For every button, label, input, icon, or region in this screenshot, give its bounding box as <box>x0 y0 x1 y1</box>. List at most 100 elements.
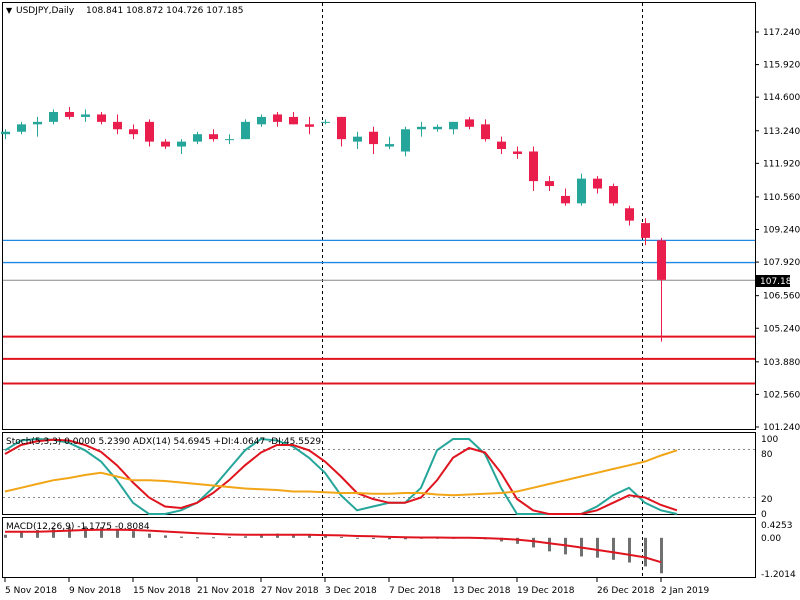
macd-histogram-bar <box>644 537 647 567</box>
candle-body[interactable] <box>1 131 10 135</box>
candle-body[interactable] <box>369 131 378 145</box>
macd-histogram-bar <box>292 534 295 538</box>
macd-tick-label: 0.00 <box>761 534 781 544</box>
candle-body[interactable] <box>641 223 650 238</box>
adx-line <box>4 449 678 497</box>
macd-histogram-bar <box>52 528 55 538</box>
macd-panel[interactable] <box>2 517 756 578</box>
price-tick-label: 105.240 <box>763 324 800 334</box>
candle-body[interactable] <box>449 121 458 130</box>
macd-histogram-bar <box>4 534 7 538</box>
macd-histogram-bar <box>324 535 327 538</box>
candle-body[interactable] <box>529 151 538 182</box>
candle-body[interactable] <box>113 121 122 130</box>
candle-body[interactable] <box>17 124 26 132</box>
price-tick-label: 111.920 <box>763 159 800 169</box>
candle-body[interactable] <box>49 111 58 122</box>
candle-body[interactable] <box>241 121 250 140</box>
candle-body[interactable] <box>33 121 42 125</box>
macd-histogram-bar <box>532 537 535 548</box>
date-label: 3 Dec 2018 <box>325 586 377 596</box>
stoch-tick-label: 80 <box>761 450 773 460</box>
macd-label: MACD(12,26,9) -1.1775 -0.8084 <box>6 522 150 532</box>
macd-histogram-bar <box>404 537 407 540</box>
price-tick-label: 115.920 <box>763 61 800 71</box>
candle-body[interactable] <box>337 116 346 140</box>
macd-histogram-bar <box>372 537 375 540</box>
candle-body[interactable] <box>481 124 490 140</box>
candle-body[interactable] <box>561 195 570 204</box>
macd-histogram-bar <box>244 536 247 538</box>
candle-body[interactable] <box>625 208 634 221</box>
candle-body[interactable] <box>577 178 586 204</box>
candle-body[interactable] <box>225 139 234 141</box>
candle-body[interactable] <box>321 121 330 123</box>
candle-body[interactable] <box>161 141 170 147</box>
macd-tick-label: 0.4253 <box>761 521 793 531</box>
stoch-signal-line <box>4 438 678 515</box>
stoch-tick-label: 20 <box>761 495 773 505</box>
price-tick-label: 113.240 <box>763 127 800 137</box>
macd-histogram-bar <box>68 526 71 538</box>
macd-histogram-bar <box>516 537 519 544</box>
macd-histogram-bar <box>612 537 615 560</box>
candle-body[interactable] <box>401 129 410 152</box>
macd-histogram-bar <box>164 535 167 538</box>
date-label: 9 Nov 2018 <box>69 586 121 596</box>
candle-body[interactable] <box>65 111 74 117</box>
date-label: 27 Nov 2018 <box>261 586 319 596</box>
candle-body[interactable] <box>97 114 106 122</box>
candle-body[interactable] <box>417 126 426 130</box>
macd-histogram-bar <box>116 528 119 538</box>
candle-body[interactable] <box>145 121 154 142</box>
macd-histogram-bar <box>228 536 231 538</box>
candle-body[interactable] <box>209 134 218 140</box>
candle-body[interactable] <box>385 144 394 147</box>
macd-histogram-bar <box>84 526 87 538</box>
candle-body[interactable] <box>593 178 602 189</box>
candle-body[interactable] <box>177 141 186 147</box>
price-tick-label: 107.920 <box>763 258 800 268</box>
candle-body[interactable] <box>545 181 554 187</box>
date-label: 2 Jan 2019 <box>661 586 709 596</box>
candle-body[interactable] <box>193 134 202 142</box>
macd-histogram-bar <box>548 537 551 552</box>
candle-body[interactable] <box>289 116 298 125</box>
macd-histogram-bar <box>180 536 183 538</box>
macd-tick-label: -1.2014 <box>761 570 796 580</box>
candle-body[interactable] <box>513 151 522 154</box>
candle-body[interactable] <box>465 119 474 127</box>
macd-histogram-bar <box>596 537 599 558</box>
price-panel[interactable] <box>2 2 756 430</box>
macd-histogram-bar <box>132 531 135 538</box>
macd-histogram-bar <box>628 537 631 563</box>
candle-body[interactable] <box>609 186 618 204</box>
current-price-tag <box>756 275 790 287</box>
date-label: 7 Dec 2018 <box>389 586 441 596</box>
price-tick-label: 102.560 <box>763 390 800 400</box>
candle-body[interactable] <box>497 141 506 150</box>
price-tick-label: 101.240 <box>763 423 800 433</box>
candle-body[interactable] <box>657 240 666 280</box>
macd-histogram-bar <box>356 537 359 539</box>
candle-body[interactable] <box>81 114 90 117</box>
stoch-tick-label: 0 <box>761 510 767 520</box>
chart-symbol: USDJPY,Daily <box>16 6 75 16</box>
candle-body[interactable] <box>433 126 442 130</box>
candle-body[interactable] <box>305 124 314 127</box>
price-tick-label: 103.880 <box>763 358 800 368</box>
stoch-panel[interactable] <box>2 432 756 515</box>
date-label: 5 Nov 2018 <box>5 586 57 596</box>
candle-body[interactable] <box>273 114 282 122</box>
candle-body[interactable] <box>129 129 138 135</box>
candle-body[interactable] <box>257 116 266 125</box>
macd-histogram-bar <box>100 526 103 538</box>
date-label: 21 Nov 2018 <box>197 586 255 596</box>
collapse-arrow-icon[interactable]: ▼ <box>6 6 13 15</box>
macd-histogram-bar <box>340 536 343 538</box>
macd-histogram-bar <box>36 529 39 538</box>
current-price-label: 107.185 <box>760 277 797 287</box>
macd-signal-line <box>5 528 662 564</box>
candle-body[interactable] <box>353 136 362 142</box>
